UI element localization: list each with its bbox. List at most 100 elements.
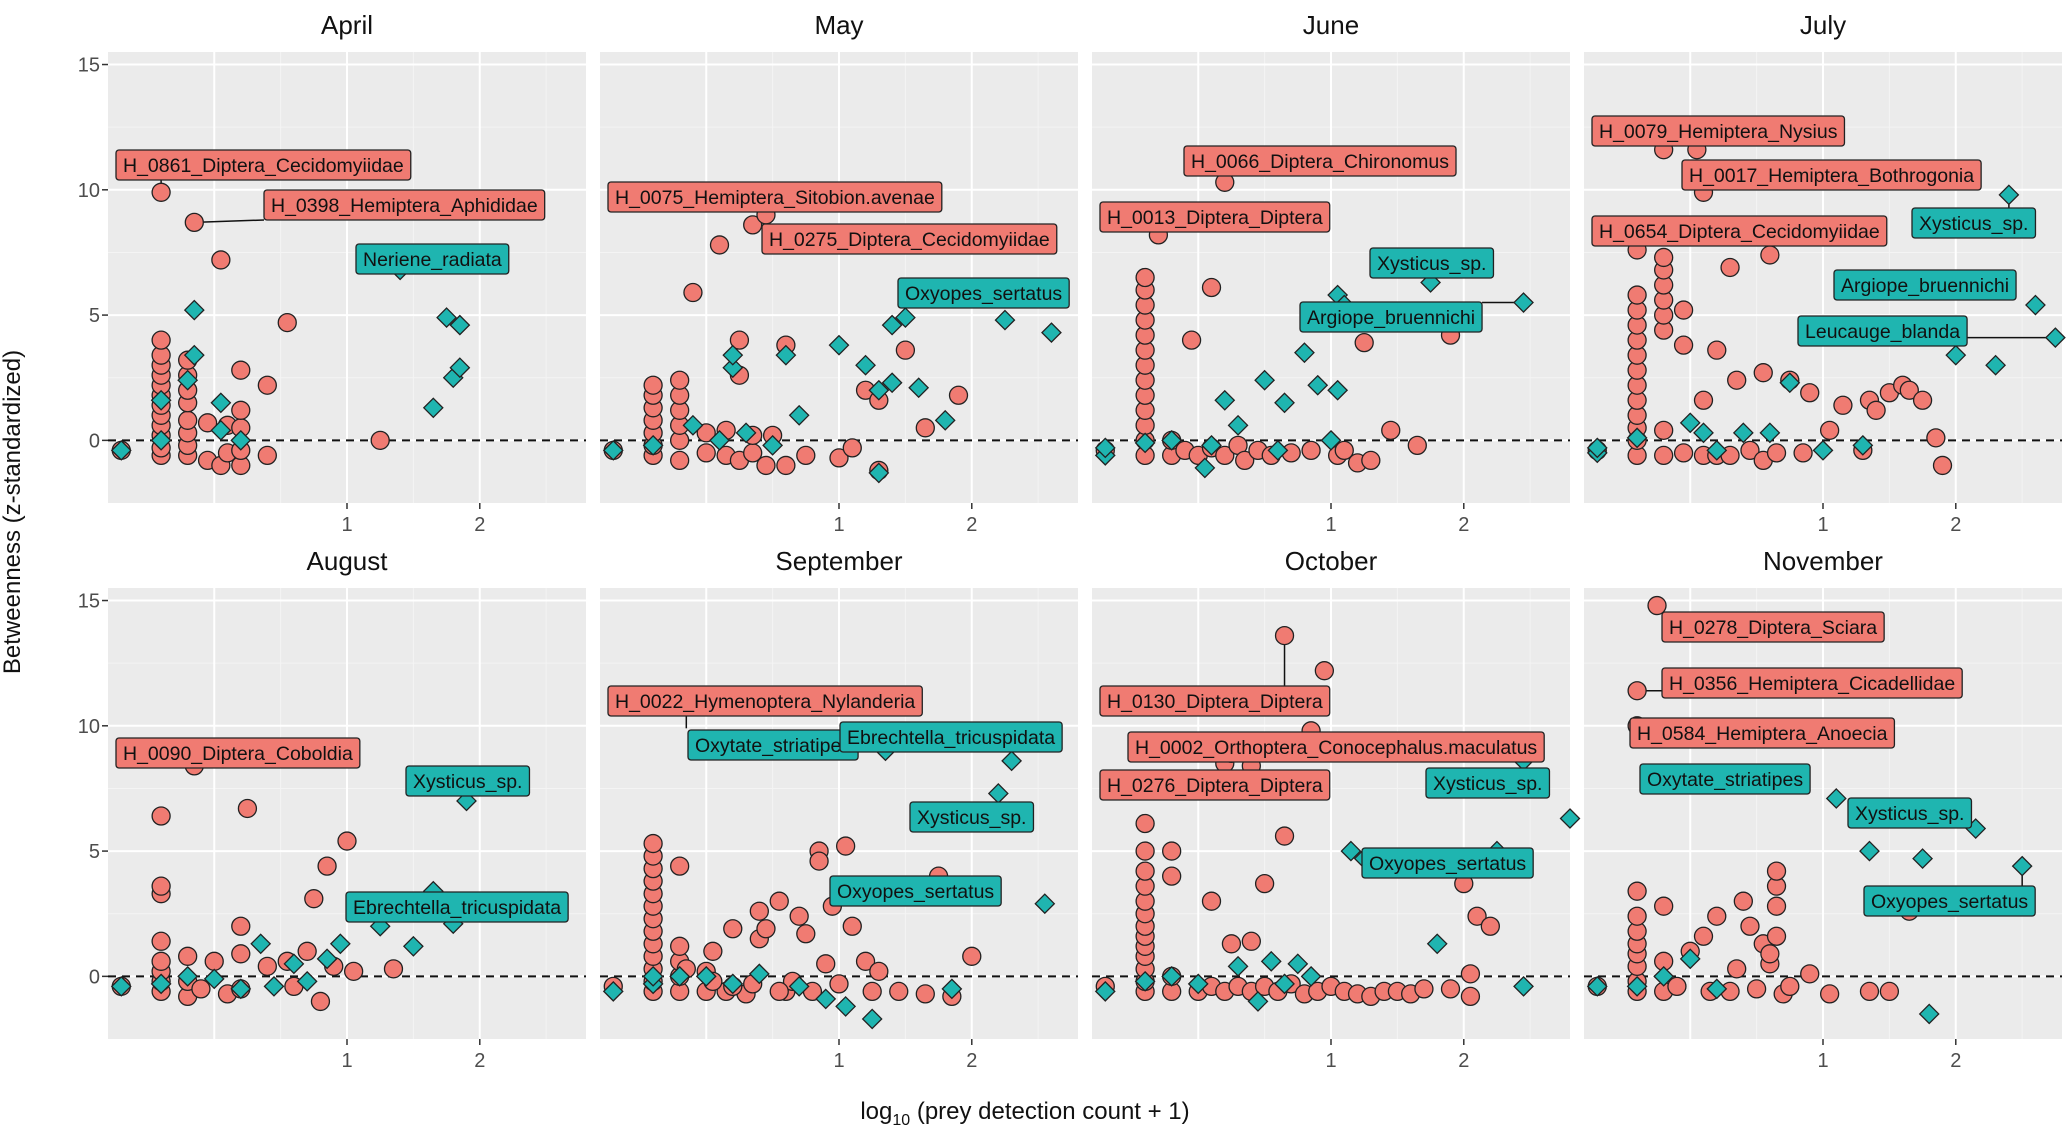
prey-point	[1912, 390, 1933, 410]
spider-label: Argiope_bruennichi	[1833, 269, 2017, 301]
prey-point	[1274, 625, 1295, 646]
prey-point	[1740, 440, 1760, 461]
x-label-part: log	[860, 1098, 892, 1125]
label-text: H_0017_Hemiptera_Bothrogonia	[1689, 165, 1974, 187]
spider-point	[1327, 379, 1349, 401]
prey-point	[151, 951, 171, 971]
prey-point	[862, 981, 882, 1002]
prey-label: H_0022_Hymenoptera_Nylanderia	[607, 685, 923, 717]
spider-point	[177, 965, 199, 987]
spider-point	[1918, 1003, 1940, 1025]
spider-point	[150, 973, 172, 995]
prey-point	[829, 448, 849, 468]
label-box	[1361, 847, 1534, 879]
prey-point	[1235, 450, 1255, 471]
prey-label: H_0075_Hemiptera_Sitobion.avenae	[607, 181, 943, 213]
spider-point	[1779, 372, 1801, 394]
label-text: Xysticus_sp.	[1433, 773, 1542, 795]
spider-label: Xysticus_sp.	[1911, 207, 2037, 239]
panel-title: August	[307, 546, 389, 576]
prey-point	[962, 946, 982, 966]
label-box	[1369, 247, 1495, 279]
spider-point	[762, 434, 784, 456]
prey-point	[1314, 661, 1335, 681]
label-box	[1681, 159, 1982, 191]
prey-label: H_0066_Diptera_Chironomus	[1183, 145, 1457, 177]
spider-point	[1161, 429, 1183, 451]
label-box	[1183, 145, 1457, 177]
prey-point	[231, 916, 251, 936]
spider-point	[110, 439, 132, 461]
prey-point	[756, 919, 776, 939]
prey-label: H_0130_Diptera_Diptera	[1099, 685, 1331, 717]
spider-point	[1945, 344, 1967, 366]
prey-point	[297, 941, 317, 961]
prey-point	[683, 282, 703, 303]
prey-point	[317, 856, 337, 876]
label-box	[1661, 667, 1963, 699]
panel-title: July	[1800, 10, 1846, 40]
spider-point	[1812, 439, 1834, 461]
spider-label: Oxyopes_sertatus	[1863, 885, 2036, 917]
prey-point	[231, 400, 251, 420]
spider-point	[941, 978, 963, 1000]
prey-label: H_0654_Diptera_Cecidomyiidae	[1591, 215, 1888, 247]
facet-panel-september: September 1 2 H_0022_Hymenoptera_Nylanderia…	[600, 546, 1078, 1072]
x-tick-label: 2	[1950, 514, 1961, 536]
prey-point	[1760, 944, 1780, 964]
spider-point	[815, 988, 837, 1010]
prey-point	[1627, 881, 1647, 901]
prey-point	[1414, 979, 1434, 999]
prey-label: H_0013_Diptera_Diptera	[1099, 201, 1331, 233]
label-text: H_0356_Hemiptera_Cicadellidae	[1669, 673, 1955, 695]
spider-point	[250, 933, 272, 955]
spider-point	[835, 996, 857, 1017]
label-text: Neriene_radiata	[363, 249, 502, 271]
label-box	[1629, 717, 1896, 749]
spider-point	[449, 314, 471, 336]
spider-point	[934, 409, 956, 431]
spider-point	[402, 935, 424, 957]
label-text: H_0013_Diptera_Diptera	[1107, 207, 1323, 229]
prey-point	[1727, 370, 1747, 390]
prey-point	[796, 924, 816, 944]
label-box	[761, 223, 1058, 255]
label-text: H_0022_Hymenoptera_Nylanderia	[615, 691, 915, 713]
prey-label: H_0017_Hemiptera_Bothrogonia	[1681, 159, 1982, 191]
x-tick-label: 2	[474, 1050, 485, 1072]
prey-point	[1654, 247, 1674, 268]
prey-point	[696, 423, 716, 443]
spider-point	[1985, 354, 2007, 376]
prey-point	[1760, 245, 1780, 265]
label-text: Leucauge_blanda	[1805, 321, 1960, 343]
prey-label: H_0090_Diptera_Coboldia	[115, 737, 361, 769]
spider-point	[296, 970, 318, 992]
prey-point	[915, 984, 935, 1004]
spider-point	[868, 462, 890, 484]
spider-label: Leucauge_blanda	[1797, 315, 1968, 347]
panel-title: October	[1285, 546, 1378, 576]
label-text: Xysticus_sp.	[1919, 213, 2028, 235]
spider-point	[1732, 422, 1754, 444]
prey-label: H_0861_Diptera_Cecidomyiidae	[115, 149, 412, 181]
prey-point	[1407, 435, 1427, 456]
prey-point	[816, 954, 836, 974]
facet-panel-may: May 1 2 H_0075_Hemiptera_Sitobion.avenae H_0…	[600, 10, 1078, 536]
prey-point	[842, 916, 862, 936]
prey-point	[1480, 916, 1500, 936]
x-tick-label: 2	[1950, 1050, 1961, 1072]
spider-point	[1859, 840, 1880, 862]
prey-point	[915, 418, 935, 438]
spider-label: Argiope_bruennichi	[1299, 301, 1483, 333]
prey-point	[1859, 981, 1880, 1002]
label-text: H_0398_Hemiptera_Aphididae	[271, 195, 538, 217]
prey-point	[304, 889, 324, 909]
prey-point	[729, 330, 750, 350]
spider-point	[1912, 848, 1934, 870]
prey-point	[789, 906, 809, 926]
prey-point	[829, 974, 849, 994]
spider-point	[1513, 292, 1534, 313]
prey-point	[889, 981, 909, 1002]
x-tick-label: 1	[833, 1050, 844, 1072]
spider-point	[602, 439, 624, 461]
